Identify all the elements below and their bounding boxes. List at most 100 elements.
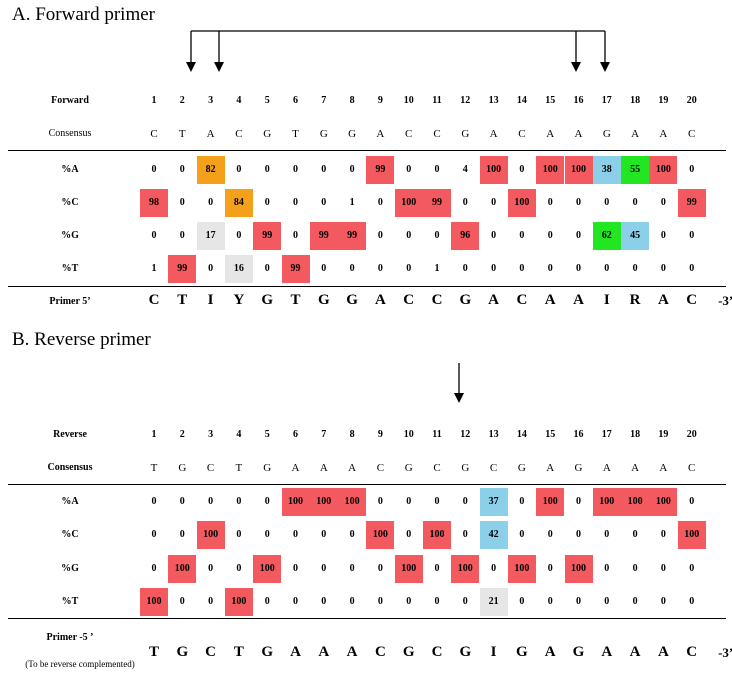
forward-row-label: %A xyxy=(61,164,79,175)
reverse-cell-highlight: 100 xyxy=(224,588,253,616)
forward-cell-highlight: 84 xyxy=(224,189,253,217)
reverse-primer-base: G xyxy=(176,644,189,660)
reverse-cell: 0 xyxy=(151,496,157,507)
forward-row-label: %C xyxy=(61,197,79,208)
forward-cell: 0 xyxy=(604,197,610,208)
forward-cell: 0 xyxy=(321,197,327,208)
reverse-cell: 0 xyxy=(547,529,553,540)
reverse-consensus-base: A xyxy=(602,462,611,474)
forward-primer-base: I xyxy=(207,292,214,308)
reverse-cell: 0 xyxy=(519,596,525,607)
reverse-primer-base: G xyxy=(459,644,472,660)
reverse-cell: 0 xyxy=(576,496,581,507)
reverse-cell: 0 xyxy=(264,596,270,607)
forward-cell: 1 xyxy=(349,197,355,208)
reverse-primer-label: Primer -5 ’ xyxy=(46,632,94,643)
reverse-primer-base: G xyxy=(516,644,528,660)
forward-cell: 0 xyxy=(547,230,553,241)
forward-cell: 0 xyxy=(293,164,298,175)
forward-table-top-rule xyxy=(8,150,726,151)
reverse-cell: 0 xyxy=(264,529,270,540)
reverse-cell: 0 xyxy=(604,529,610,540)
forward-cell: 0 xyxy=(236,164,242,175)
reverse-primer-base: T xyxy=(148,644,159,660)
reverse-position-number: 6 xyxy=(293,429,298,440)
forward-cell-highlight: 16 xyxy=(224,255,253,283)
forward-ambiguity-arrows xyxy=(186,30,610,72)
reverse-cell-highlight: 100 xyxy=(649,488,678,516)
forward-cell-highlight: 38 xyxy=(592,156,621,184)
forward-position-number: 17 xyxy=(601,95,612,106)
arrow-head-pos17 xyxy=(600,62,610,72)
reverse-consensus-base: G xyxy=(263,462,272,474)
reverse-position-number: 2 xyxy=(179,429,185,440)
reverse-position-number: 3 xyxy=(208,429,214,440)
reverse-table-bottom-rule xyxy=(8,618,726,619)
forward-position-number: 8 xyxy=(349,95,355,106)
forward-cell-highlight: 99 xyxy=(253,222,282,250)
reverse-cell: 0 xyxy=(660,596,666,607)
reverse-cell-highlight: 100 xyxy=(507,555,536,583)
reverse-cell-highlight: 37 xyxy=(479,488,508,516)
reverse-cell: 0 xyxy=(179,529,185,540)
forward-primer-base: G xyxy=(459,292,472,308)
forward-cell: 0 xyxy=(179,197,185,208)
forward-cell: 0 xyxy=(689,263,695,274)
forward-cell: 0 xyxy=(406,230,412,241)
arrow-head-pos3 xyxy=(214,62,224,72)
forward-cell: 0 xyxy=(519,230,525,241)
forward-cell: 0 xyxy=(632,197,638,208)
forward-cell: 0 xyxy=(293,197,298,208)
forward-cell-highlight: 55 xyxy=(621,156,650,184)
forward-cell: 0 xyxy=(462,197,468,208)
forward-cell-highlight: 100 xyxy=(507,189,536,217)
forward-primer-base: A xyxy=(573,292,584,308)
forward-primer-base: C xyxy=(686,292,698,308)
reverse-cell-highlight: 100 xyxy=(677,521,706,549)
forward-cell: 0 xyxy=(321,164,327,175)
reverse-position-number: 20 xyxy=(686,429,697,440)
reverse-cell: 0 xyxy=(604,596,610,607)
forward-position-number: 11 xyxy=(432,95,442,106)
reverse-cell: 0 xyxy=(179,596,185,607)
forward-primer-base: G xyxy=(317,292,330,308)
forward-position-number: 1 xyxy=(151,95,157,106)
reverse-position-number: 7 xyxy=(321,429,327,440)
reverse-cell-highlight: 100 xyxy=(536,488,565,516)
forward-position-number: 10 xyxy=(403,95,414,106)
forward-cell: 0 xyxy=(660,263,666,274)
forward-cell: 0 xyxy=(632,263,638,274)
reverse-cell: 0 xyxy=(491,563,497,574)
reverse-cell: 0 xyxy=(179,496,185,507)
forward-cell: 0 xyxy=(179,164,185,175)
forward-position-number: 12 xyxy=(460,95,471,106)
reverse-consensus-base: C xyxy=(206,462,215,474)
reverse-consensus-base: G xyxy=(517,462,526,474)
forward-cell: 0 xyxy=(349,263,355,274)
forward-consensus-base: G xyxy=(602,128,611,140)
arrow-head-pos2 xyxy=(186,62,196,72)
forward-cell-highlight: 100 xyxy=(564,156,593,184)
forward-cell: 0 xyxy=(604,263,610,274)
forward-position-number: 2 xyxy=(179,95,185,106)
reverse-position-number: 9 xyxy=(377,429,383,440)
forward-consensus-base: A xyxy=(546,128,555,140)
forward-position-number: 14 xyxy=(516,95,527,106)
reverse-primer-base: G xyxy=(572,644,585,660)
reverse-cell-highlight: 100 xyxy=(394,555,423,583)
reverse-consensus-base: C xyxy=(433,462,441,474)
forward-consensus-base: C xyxy=(518,128,526,140)
reverse-cell: 0 xyxy=(293,529,298,540)
forward-cell: 0 xyxy=(208,197,214,208)
reverse-consensus-base: A xyxy=(291,462,300,474)
forward-row-label: %T xyxy=(61,263,79,274)
reverse-cell: 0 xyxy=(349,596,355,607)
forward-cell-highlight: 99 xyxy=(168,255,197,283)
forward-position-number: 7 xyxy=(321,95,327,106)
forward-header-label: Forward xyxy=(51,95,89,106)
reverse-cell-highlight: 100 xyxy=(281,488,310,516)
forward-cell: 0 xyxy=(519,164,525,175)
forward-cell: 0 xyxy=(406,263,412,274)
reverse-cell: 0 xyxy=(406,529,412,540)
reverse-primer-base: T xyxy=(233,644,244,660)
